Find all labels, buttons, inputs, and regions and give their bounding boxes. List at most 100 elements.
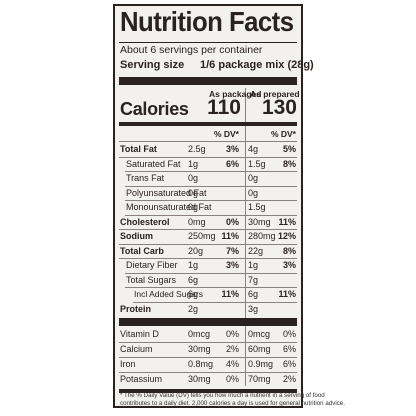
nutrient-packaged-amount: 0g: [188, 173, 199, 183]
nutrient-prepared-amount: 30mg: [248, 216, 271, 227]
nutrient-label: Total Sugars: [126, 274, 177, 285]
nutrient-prepared-amount: 0g: [248, 173, 259, 183]
nutrient-packaged-amount: 1g: [188, 260, 199, 270]
nutrient-packaged-dv: 0%: [225, 216, 239, 227]
nutrient-label: Saturated Fat: [126, 158, 181, 169]
nutrient-label: Protein: [120, 303, 152, 314]
thick-divider-top: [119, 77, 297, 85]
nutrient-label: Trans Fat: [126, 173, 165, 183]
nutrient-prepared-dv: 8%: [282, 158, 296, 169]
nutrient-packaged-amount: 2.5g: [188, 144, 206, 154]
vitamin-packaged-dv: 0%: [225, 329, 239, 339]
nutrient-packaged-dv: 3%: [225, 144, 239, 154]
label-title: Nutrition Facts: [120, 6, 294, 37]
nutrient-packaged-amount: 1g: [188, 158, 199, 169]
vitamin-prepared-dv: 0%: [282, 329, 296, 339]
nutrient-prepared-amount: 1.5g: [248, 202, 266, 212]
nutrient-packaged-dv: 11%: [221, 231, 239, 241]
nutrient-prepared-amount: 7g: [248, 274, 259, 285]
vitamin-row-divider: [119, 342, 297, 343]
vitamin-prepared-amount: 0.9mg: [248, 359, 274, 369]
row-divider: [125, 200, 297, 201]
serving-size-value: 1/6 package mix (28g): [200, 59, 314, 71]
row-divider: [125, 272, 297, 274]
vitamin-packaged-amount: 30mg: [188, 374, 211, 384]
vitamin-prepared-amount: 70mg: [248, 374, 271, 384]
nutrient-prepared-dv: 11%: [278, 216, 296, 227]
nutrient-packaged-amount: 20g: [188, 245, 204, 256]
title-divider: [119, 42, 297, 43]
nutrient-prepared-dv: 8%: [282, 245, 296, 256]
vitamin-packaged-amount: 0.8mg: [188, 359, 214, 369]
nutrient-prepared-amount: 4g: [248, 144, 259, 154]
row-divider: [133, 301, 297, 303]
nutrient-packaged-amount: 0g: [188, 202, 199, 212]
row-divider: [125, 171, 297, 172]
col-prepared-header: As prepared: [250, 89, 300, 99]
row-divider: [125, 214, 297, 216]
vitamin-label: Potassium: [120, 374, 163, 384]
nutrient-label: Cholesterol: [120, 216, 170, 227]
row-divider: [119, 229, 297, 230]
nutrient-prepared-amount: 1.5g: [248, 158, 266, 169]
vitamin-packaged-dv: 4%: [225, 359, 239, 369]
nutrient-label: Dietary Fiber: [126, 260, 178, 270]
nutrient-label: Monounsaturated Fat: [126, 202, 212, 212]
nutrient-packaged-dv: 3%: [225, 260, 239, 270]
vitamin-label: Calcium: [120, 344, 153, 354]
vitamin-row-divider: [119, 357, 297, 358]
row-divider: [119, 243, 297, 245]
calories-prepared: 130: [261, 96, 297, 119]
vitamin-label: Iron: [120, 359, 136, 369]
calories-packaged: 110: [207, 96, 241, 119]
nutrient-label: Total Carb: [120, 245, 164, 256]
nutrient-packaged-amount: 0mg: [188, 216, 206, 227]
vitamin-column-divider: [245, 328, 246, 386]
dv-header-packaged: % DV*: [213, 129, 239, 139]
row-divider: [125, 287, 297, 288]
nutrient-packaged-amount: 6g: [188, 289, 199, 299]
vitamin-packaged-dv: 0%: [225, 374, 239, 384]
thick-divider-vitamins: [119, 318, 297, 326]
servings-per-container: About 6 servings per container: [120, 44, 263, 56]
nutrient-packaged-dv: 7%: [225, 245, 239, 256]
nutrition-facts-label: Nutrition Facts About 6 servings per con…: [113, 4, 345, 408]
nutrient-prepared-amount: 22g: [248, 245, 264, 256]
nutrient-prepared-amount: 6g: [248, 289, 259, 299]
nutrient-packaged-amount: 250mg: [188, 231, 216, 241]
nutrient-label: Incl Added Sugars: [134, 289, 203, 299]
vitamin-packaged-dv: 2%: [225, 344, 239, 354]
nutrient-prepared-amount: 3g: [248, 303, 259, 314]
col-packaged-header: As packaged: [209, 89, 262, 99]
nutrient-packaged-amount: 2g: [188, 303, 199, 314]
nutrient-label: Polyunsaturated Fat: [126, 187, 207, 198]
calories-label: Calories: [120, 99, 189, 119]
nutrient-packaged-dv: 6%: [225, 158, 239, 169]
footnote-line-1: * The % Daily Value (DV) tells you how m…: [120, 392, 325, 399]
column-divider: [245, 88, 246, 328]
nutrient-prepared-amount: 280mg: [248, 231, 276, 241]
footnote-line-2: contributes to a daily diet. 2,000 calor…: [120, 400, 345, 407]
serving-size-label: Serving size: [120, 59, 185, 71]
vitamin-label: Vitamin D: [120, 329, 159, 339]
vitamin-packaged-amount: 0mcg: [188, 329, 211, 339]
nutrient-prepared-amount: 1g: [248, 260, 259, 270]
vitamin-prepared-dv: 6%: [282, 359, 296, 369]
nutrient-prepared-amount: 0g: [248, 187, 259, 198]
nutrient-prepared-dv: 5%: [282, 144, 296, 154]
dv-header-divider: [119, 141, 297, 142]
nutrient-label: Sodium: [120, 231, 153, 241]
vitamin-prepared-amount: 0mcg: [248, 329, 271, 339]
thick-divider-calories: [119, 122, 297, 126]
row-divider: [119, 258, 297, 259]
vitamin-prepared-amount: 60mg: [248, 344, 271, 354]
row-divider: [119, 156, 297, 158]
row-divider: [125, 185, 297, 187]
vitamin-prepared-dv: 2%: [282, 374, 296, 384]
nutrient-packaged-amount: 0g: [188, 187, 199, 198]
dv-header-prepared: % DV*: [270, 129, 296, 139]
vitamin-prepared-dv: 6%: [282, 344, 296, 354]
thick-divider-footnote: [119, 389, 297, 393]
nutrient-label: Total Fat: [120, 144, 157, 154]
vitamin-packaged-amount: 30mg: [188, 344, 211, 354]
